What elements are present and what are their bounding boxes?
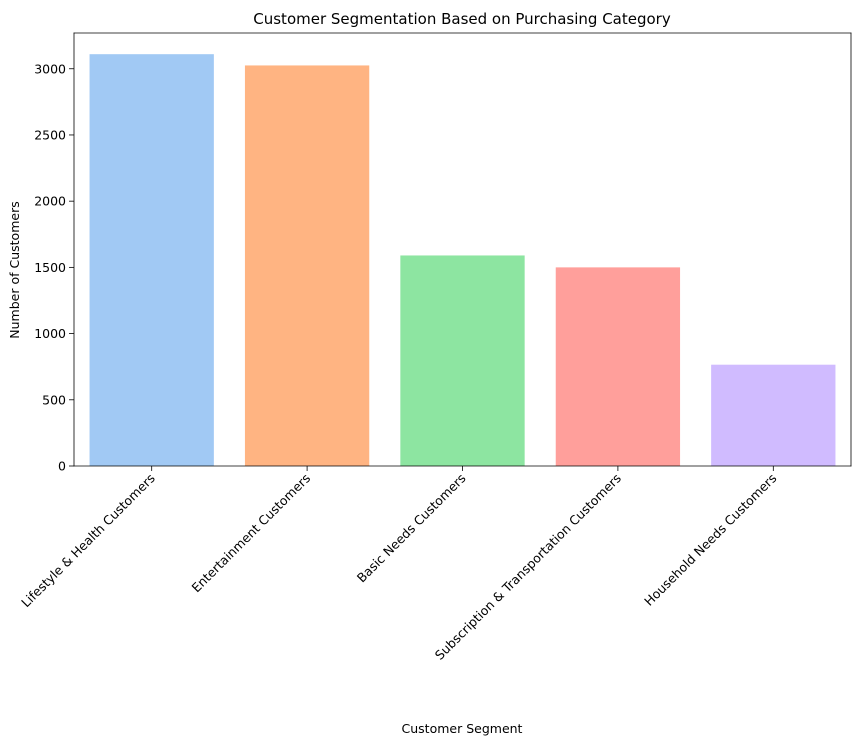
x-tick-label: Entertainment Customers <box>188 471 313 596</box>
y-axis-ticks: 0 500 1000 1500 2000 2500 3000 <box>34 61 74 474</box>
y-axis-title: Number of Customers <box>7 201 22 338</box>
y-tick-label: 1000 <box>34 326 66 341</box>
bar-4 <box>555 267 681 466</box>
bar-2 <box>244 65 370 466</box>
bar-3 <box>400 255 525 466</box>
x-axis-ticks: Lifestyle & Health Customers Entertainmen… <box>18 466 779 663</box>
bars-group <box>89 54 836 466</box>
chart-title: Customer Segmentation Based on Purchasin… <box>253 10 671 28</box>
x-tick-label: Basic Needs Customers <box>354 471 469 586</box>
x-tick-label: Subscription & Transportation Customers <box>432 471 624 663</box>
y-tick-label: 3000 <box>34 61 66 76</box>
y-tick-label: 2000 <box>34 194 66 209</box>
y-tick-label: 1500 <box>34 260 66 275</box>
x-axis-title: Customer Segment <box>402 721 523 736</box>
x-tick-label: Lifestyle & Health Customers <box>18 471 158 611</box>
bar-1 <box>89 54 214 466</box>
y-tick-label: 0 <box>58 459 66 474</box>
axis-spines <box>73 32 852 467</box>
y-tick-label: 500 <box>42 392 66 407</box>
bar-5 <box>711 364 836 466</box>
x-tick-label: Household Needs Customers <box>641 471 779 609</box>
y-tick-label: 2500 <box>34 127 66 142</box>
